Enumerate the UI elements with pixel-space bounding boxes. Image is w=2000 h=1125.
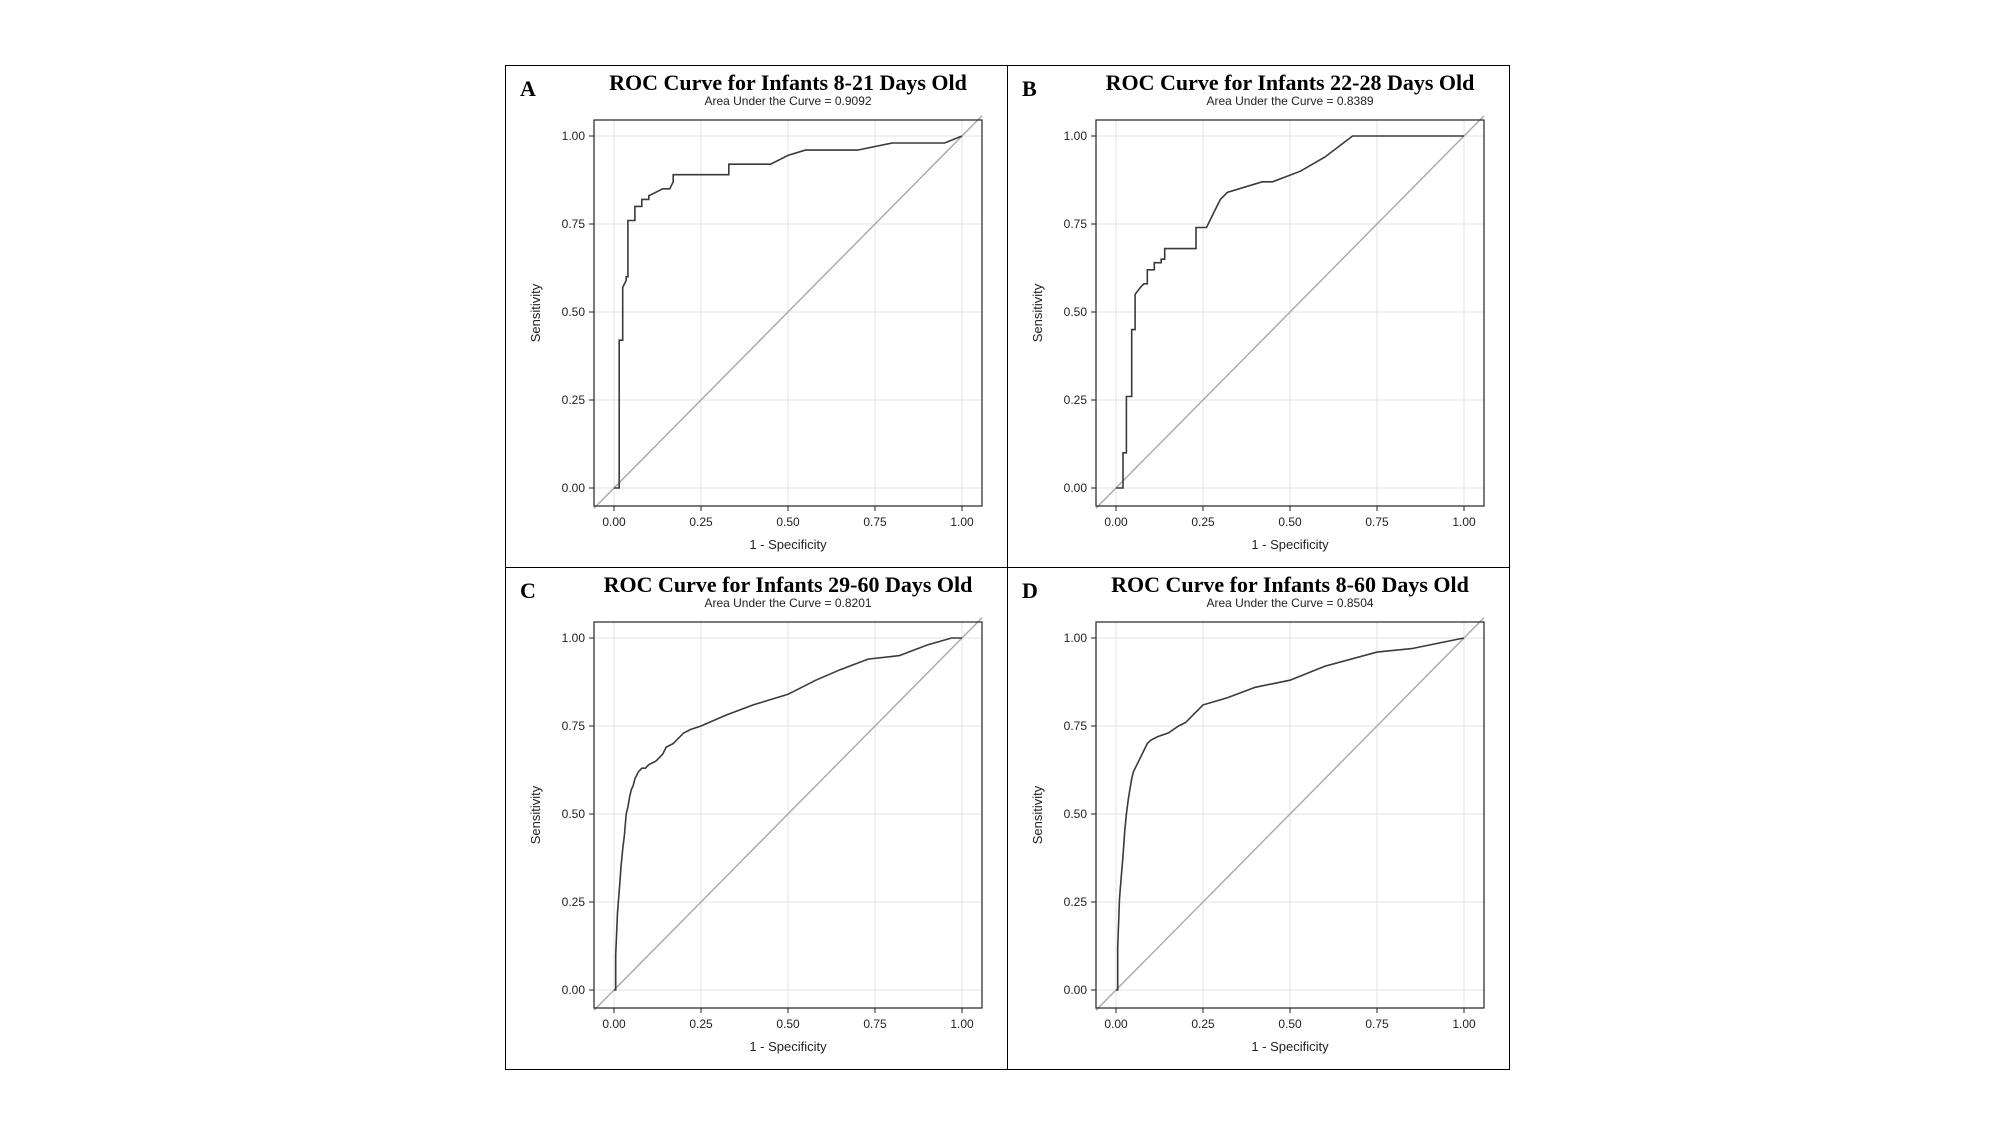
y-tick-label: 0.75 <box>562 217 586 231</box>
reference-line <box>1095 115 1485 509</box>
y-tick-label: 0.25 <box>562 393 586 407</box>
y-tick-label: 0.50 <box>562 305 586 319</box>
x-tick-label: 0.75 <box>863 1017 887 1031</box>
y-tick-label: 1.00 <box>1064 631 1088 645</box>
x-tick-label: 0.75 <box>863 515 887 529</box>
reference-line <box>593 617 983 1011</box>
x-tick-label: 0.25 <box>1191 1017 1215 1031</box>
y-axis-label: Sensitivity <box>528 785 543 844</box>
x-tick-label: 1.00 <box>1452 1017 1476 1031</box>
panel-letter: B <box>1022 76 1037 101</box>
y-tick-label: 0.50 <box>562 807 586 821</box>
y-tick-label: 0.25 <box>1064 393 1088 407</box>
x-tick-label: 1.00 <box>950 1017 974 1031</box>
x-tick-label: 0.50 <box>776 515 800 529</box>
x-tick-label: 0.50 <box>1278 515 1302 529</box>
y-tick-label: 0.00 <box>1064 983 1088 997</box>
roc-curve <box>614 637 962 991</box>
panel-d: D ROC Curve for Infants 8-60 Days Old Area… <box>1008 568 1510 1070</box>
x-tick-label: 0.25 <box>1191 515 1215 529</box>
x-tick-label: 0.00 <box>602 1017 626 1031</box>
x-axis-label: 1 - Specificity <box>1251 537 1329 552</box>
y-tick-label: 0.00 <box>1064 481 1088 495</box>
reference-line <box>593 115 983 509</box>
panel-a: A ROC Curve for Infants 8-21 Days Old Area… <box>506 66 1008 568</box>
roc-chart: B ROC Curve for Infants 22-28 Days OldAre… <box>1022 70 1485 552</box>
y-tick-label: 0.50 <box>1064 807 1088 821</box>
chart-subtitle: Area Under the Curve = 0.8201 <box>704 596 871 610</box>
panel-letter: A <box>520 76 536 101</box>
x-tick-label: 0.25 <box>689 1017 713 1031</box>
x-tick-label: 0.75 <box>1365 515 1389 529</box>
roc-figure: A ROC Curve for Infants 8-21 Days Old Area… <box>505 65 1510 1070</box>
chart-subtitle: Area Under the Curve = 0.8389 <box>1206 94 1373 108</box>
x-tick-label: 0.25 <box>689 515 713 529</box>
x-tick-label: 0.50 <box>1278 1017 1302 1031</box>
y-tick-label: 0.50 <box>1064 305 1088 319</box>
chart-title: ROC Curve for Infants 22-28 Days Old <box>1106 70 1475 95</box>
x-tick-label: 0.50 <box>776 1017 800 1031</box>
panel-letter: D <box>1022 578 1038 603</box>
y-tick-label: 0.75 <box>1064 217 1088 231</box>
panel-c: C ROC Curve for Infants 29-60 Days Old Are… <box>506 568 1008 1070</box>
y-tick-label: 0.00 <box>562 983 586 997</box>
chart-title: ROC Curve for Infants 8-60 Days Old <box>1111 572 1469 597</box>
x-axis-label: 1 - Specificity <box>1251 1039 1329 1054</box>
roc-curve <box>1116 135 1464 489</box>
y-axis-label: Sensitivity <box>1030 283 1045 342</box>
x-tick-label: 0.00 <box>1104 1017 1128 1031</box>
y-tick-label: 1.00 <box>562 129 586 143</box>
roc-curve <box>614 135 963 489</box>
roc-chart: D ROC Curve for Infants 8-60 Days OldArea… <box>1022 572 1485 1054</box>
panel-b: B ROC Curve for Infants 22-28 Days Old Are… <box>1008 66 1510 568</box>
x-tick-label: 1.00 <box>950 515 974 529</box>
roc-chart: C ROC Curve for Infants 29-60 Days OldAre… <box>520 572 983 1054</box>
chart-subtitle: Area Under the Curve = 0.8504 <box>1206 596 1373 610</box>
y-tick-label: 0.75 <box>562 719 586 733</box>
y-axis-label: Sensitivity <box>528 283 543 342</box>
y-axis-label: Sensitivity <box>1030 785 1045 844</box>
chart-title: ROC Curve for Infants 8-21 Days Old <box>609 70 967 95</box>
x-tick-label: 0.00 <box>602 515 626 529</box>
roc-chart: A ROC Curve for Infants 8-21 Days OldArea… <box>520 70 983 552</box>
x-axis-label: 1 - Specificity <box>749 537 827 552</box>
x-tick-label: 0.00 <box>1104 515 1128 529</box>
y-tick-label: 1.00 <box>1064 129 1088 143</box>
x-axis-label: 1 - Specificity <box>749 1039 827 1054</box>
chart-subtitle: Area Under the Curve = 0.9092 <box>704 94 871 108</box>
y-tick-label: 0.25 <box>562 895 586 909</box>
reference-line <box>1095 617 1485 1011</box>
y-tick-label: 0.00 <box>562 481 586 495</box>
x-tick-label: 0.75 <box>1365 1017 1389 1031</box>
y-tick-label: 0.25 <box>1064 895 1088 909</box>
y-tick-label: 0.75 <box>1064 719 1088 733</box>
panel-letter: C <box>520 578 536 603</box>
chart-title: ROC Curve for Infants 29-60 Days Old <box>604 572 973 597</box>
roc-curve <box>1116 637 1465 991</box>
y-tick-label: 1.00 <box>562 631 586 645</box>
x-tick-label: 1.00 <box>1452 515 1476 529</box>
